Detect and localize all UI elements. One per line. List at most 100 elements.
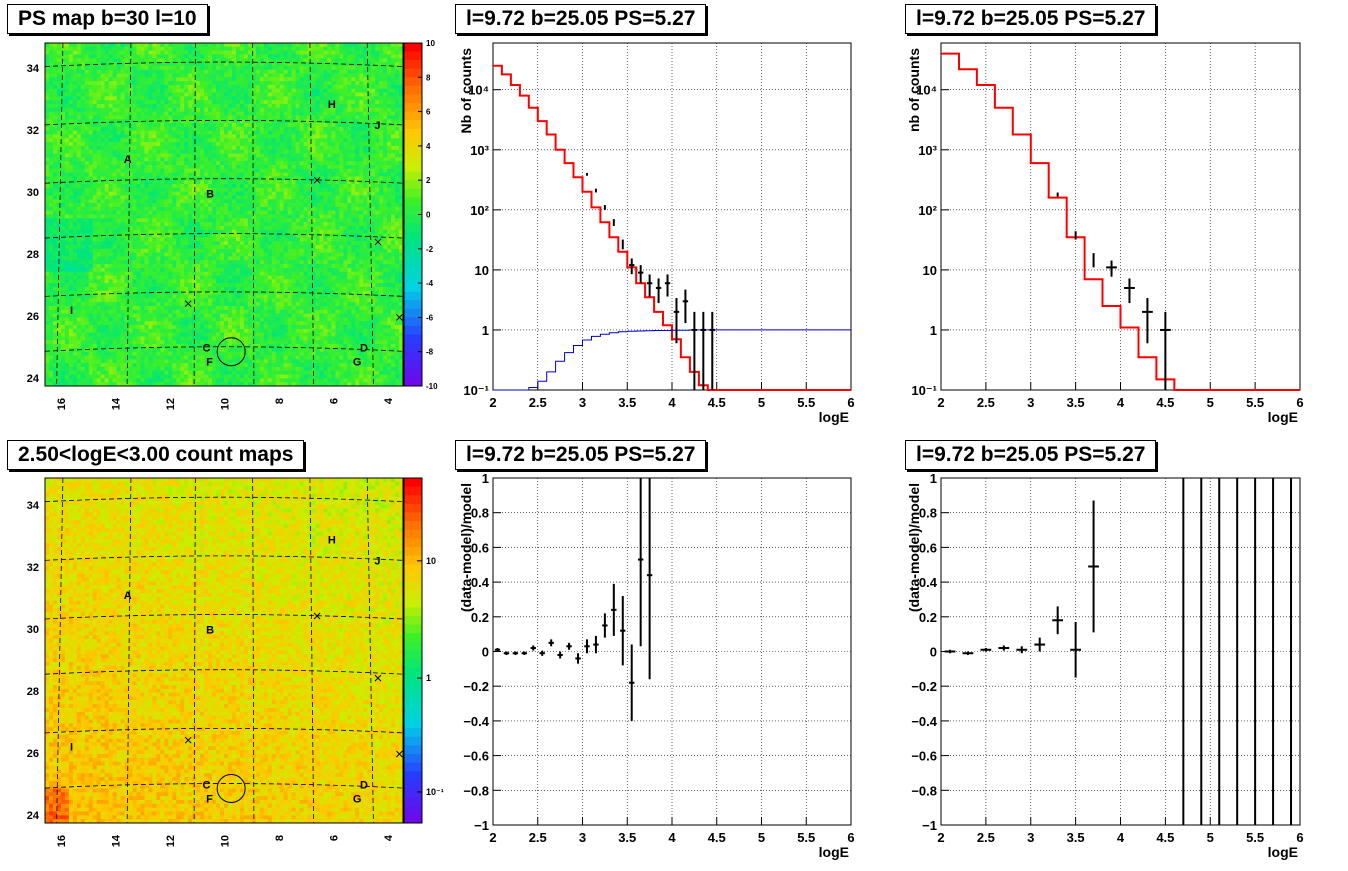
chart-3-y-axis-label: (data-model)/model bbox=[906, 483, 922, 612]
chart-2-x-tick-label: 2.5 bbox=[529, 830, 547, 845]
chart-2-y-tick-label: 0.4 bbox=[471, 575, 490, 590]
map_top-cross-marker bbox=[184, 300, 192, 308]
map_top-colorbar-tick-label: 2 bbox=[426, 176, 431, 185]
chart-0-x-tick-label: 4 bbox=[668, 395, 676, 410]
map_bottom-y-tick-label: 32 bbox=[27, 562, 39, 574]
chart-3-grid bbox=[940, 477, 1301, 826]
chart-0-x-tick-label: 6 bbox=[847, 395, 854, 410]
chart-3-x-tick-label: 3.5 bbox=[1067, 830, 1085, 845]
chart-3-x-tick-label: 2.5 bbox=[977, 830, 995, 845]
chart-3-y-tick-label: −1 bbox=[922, 818, 937, 833]
source-label-i: I bbox=[70, 305, 73, 317]
chart-1-x-tick-label: 4.5 bbox=[1156, 395, 1174, 410]
chart-0-data-point bbox=[682, 289, 689, 324]
map_top-colorbar-tick-label: 4 bbox=[426, 142, 431, 151]
chart-3: 2 2.5 3 3.5 4 4.5 5 5.5 6 −1 −0.8 −0.6 −0.4 −0.2 0 0.2 0… bbox=[906, 471, 1304, 860]
chart-2-x-tick-label: 2 bbox=[489, 830, 496, 845]
map_bottom-coord-grid bbox=[44, 477, 404, 824]
map_top-y-tick-label: 26 bbox=[27, 311, 39, 323]
chart-2-y-tick-label: 0 bbox=[482, 645, 489, 660]
chart-1-data-point bbox=[1159, 311, 1171, 390]
chart-3-y-tick-label: 0.8 bbox=[919, 506, 937, 521]
chart-0-x-tick-label: 2.5 bbox=[529, 395, 547, 410]
chart-0-x-tick-label: 3 bbox=[579, 395, 586, 410]
chart-2-data-point bbox=[584, 639, 590, 654]
chart-1-y-tick-label: 10² bbox=[918, 203, 937, 218]
map_top-colorbar-tick-label: 0 bbox=[426, 211, 431, 220]
map_top-source-circle bbox=[216, 337, 246, 367]
chart-1-x-tick-label: 4 bbox=[1117, 395, 1125, 410]
source-label-f: F bbox=[206, 356, 213, 368]
chart-3-data-point bbox=[998, 645, 1010, 651]
map_top-colorbar-tick-label: -6 bbox=[426, 313, 434, 322]
map_bottom-cross-marker bbox=[396, 750, 403, 758]
chart-2-data-point bbox=[530, 645, 536, 651]
residual-right-title: l=9.72 b=25.05 PS=5.27 bbox=[905, 440, 1157, 470]
chart-2-x-tick-label: 3 bbox=[579, 830, 586, 845]
map_top-x-tick-label: 4 bbox=[383, 397, 395, 404]
chart-3-frame bbox=[940, 477, 1301, 826]
chart-2-y-tick-label: −0.8 bbox=[463, 783, 489, 798]
map_bottom-x-tick-label: 14 bbox=[111, 834, 123, 847]
chart-1-x-tick-label: 5 bbox=[1207, 395, 1214, 410]
map_bottom-source-circle bbox=[216, 774, 246, 803]
chart-0-y-axis-label: Nb of counts bbox=[458, 48, 474, 134]
chart-2-data-point bbox=[611, 583, 617, 636]
map_top-y-tick-label: 28 bbox=[27, 249, 39, 261]
spectrum-right-title: l=9.72 b=25.05 PS=5.27 bbox=[905, 4, 1157, 34]
chart-2-x-axis-label: logE bbox=[819, 844, 849, 860]
map_bottom-plot: 16 14 12 10 8 6 4 24 26 28 30 32 34 A B C D F G H I J 10 1 10⁻¹ bbox=[27, 477, 444, 847]
chart-3-y-tick-label: 0.6 bbox=[919, 540, 937, 555]
chart-1-y-tick-label: 10⁴ bbox=[916, 83, 937, 98]
map_top-x-tick-label: 6 bbox=[329, 398, 341, 404]
source-label-c: C bbox=[203, 343, 211, 355]
chart-2-data-point bbox=[637, 478, 644, 647]
source-label-a: A bbox=[124, 154, 132, 166]
chart-3-x-tick-label: 4.5 bbox=[1156, 830, 1174, 845]
chart-2-y-tick-label: −0.6 bbox=[463, 749, 489, 764]
map_top-colorbar-tick-label: 10 bbox=[426, 39, 435, 48]
chart-3-data-point bbox=[944, 649, 956, 654]
map_bottom-x-tick-label: 12 bbox=[165, 835, 177, 847]
residual-left-title: l=9.72 b=25.05 PS=5.27 bbox=[455, 440, 707, 470]
source-label-g: G bbox=[353, 356, 362, 368]
source-label-a: A bbox=[124, 590, 132, 602]
map_top-colorbar: 10 8 6 4 2 0 -2 -4 -6 -8 -10 bbox=[403, 39, 438, 391]
chart-3-x-tick-label: 6 bbox=[1296, 830, 1303, 845]
chart-3-x-axis-label: logE bbox=[1268, 844, 1298, 860]
chart-3-data-point bbox=[980, 648, 992, 652]
chart-0-frame bbox=[492, 42, 852, 391]
chart-0-series-0-line bbox=[493, 64, 851, 391]
chart-1-y-tick-label: 1 bbox=[930, 323, 937, 338]
chart-2-frame bbox=[492, 477, 852, 826]
chart-2-data-point bbox=[512, 651, 519, 655]
chart-3-data-point bbox=[1070, 622, 1082, 678]
map_bottom-x-tick-label: 10 bbox=[220, 835, 232, 847]
chart-2-data-point bbox=[646, 478, 653, 680]
chart-0-x-axis-label: logE bbox=[819, 409, 849, 425]
chart-1-x-tick-label: 5.5 bbox=[1246, 395, 1264, 410]
map_top-colorbar-tick-label: -4 bbox=[426, 279, 434, 288]
map_top-x-tick-label: 16 bbox=[56, 398, 68, 410]
chart-2-x-tick-label: 4.5 bbox=[708, 830, 726, 845]
map_top-plot: 16 14 12 10 8 6 4 24 26 28 30 32 34 A B C D F G H I J 10 8 6 4 2 0 -… bbox=[27, 39, 438, 410]
map_bottom-colorbar-tick-label: 1 bbox=[426, 673, 431, 683]
map_top-y-tick-label: 32 bbox=[27, 125, 39, 137]
source-label-h: H bbox=[328, 535, 336, 547]
chart-2-data-point bbox=[521, 651, 528, 655]
chart-1-x-tick-label: 2.5 bbox=[977, 395, 995, 410]
chart-0-data-point bbox=[655, 278, 662, 304]
chart-3-y-tick-label: 0.2 bbox=[919, 610, 937, 625]
chart-1-y-tick-label: 10⁻¹ bbox=[911, 383, 937, 398]
chart-2-y-tick-label: 1 bbox=[482, 471, 489, 486]
map_bottom-colorbar-tick-label: 10 bbox=[426, 556, 436, 566]
map_bottom-x-tick-label: 4 bbox=[383, 834, 395, 841]
map_bottom-y-tick-label: 34 bbox=[27, 500, 40, 512]
chart-2-y-tick-label: 0.6 bbox=[471, 540, 489, 555]
source-label-d: D bbox=[360, 343, 368, 355]
chart-1-y-tick-label: 10 bbox=[923, 263, 937, 278]
chart-1-frame bbox=[940, 42, 1301, 391]
chart-2-y-axis-label: (data-model)/model bbox=[458, 483, 474, 612]
chart-0-y-tick-label: 10⁻¹ bbox=[463, 383, 489, 398]
